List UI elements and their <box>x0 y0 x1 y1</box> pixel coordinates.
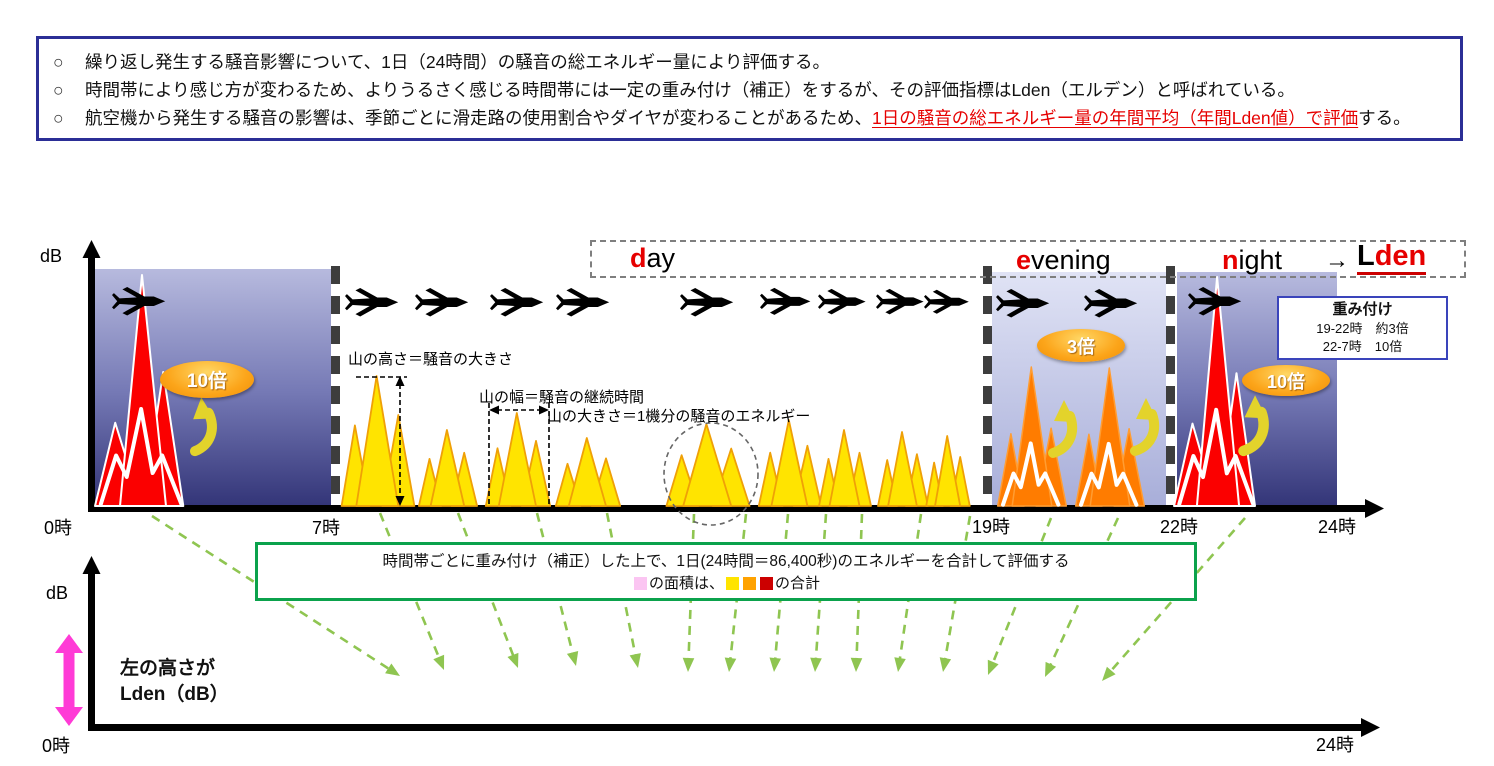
intro-bullet-1-text: 繰り返し発生する騒音影響について、1日（24時間）の騒音の総エネルギー量により評… <box>85 52 830 72</box>
bottom-tick-0h: 0時 <box>42 736 71 756</box>
period-label-strip <box>590 240 1466 278</box>
lden-title: Lden <box>1357 240 1427 275</box>
divider-7h <box>331 266 340 507</box>
airplane-icon <box>1188 286 1242 316</box>
night-rest: ight <box>1238 245 1283 275</box>
weighting-row-night: 22-7時 10倍 <box>1322 338 1403 354</box>
evening-initial: e <box>1016 245 1032 275</box>
summary-line2: の面積は、 の合計 <box>258 573 1194 594</box>
intro-text-box: ○ 繰り返し発生する騒音影響について、1日（24時間）の騒音の総エネルギー量によ… <box>36 36 1463 141</box>
bottom-y-axis-label: dB <box>46 583 69 603</box>
top-tick-24h: 24時 <box>1318 517 1357 537</box>
weight-badge-evening: 3倍 <box>1037 329 1125 362</box>
airplane-icon <box>415 287 469 317</box>
divider-19h <box>983 266 992 507</box>
yellow-legend-square <box>726 577 739 591</box>
airplane-icon <box>680 287 734 317</box>
weighting-curl-arrow-icon <box>189 397 217 457</box>
top-tick-19h: 19時 <box>972 517 1011 537</box>
bottom-tick-24h: 24時 <box>1316 735 1355 755</box>
airplane-icon <box>490 287 544 317</box>
intro-bullet-3-text: 航空機から発生する騒音の影響は、季節ごとに滑走路の使用割合やダイヤが変わることが… <box>85 104 1446 132</box>
lden-area-label-line1: 左の高さが <box>120 658 216 679</box>
lden-den: den <box>1374 240 1427 275</box>
intro-bullet-3-pre: 航空機から発生する騒音の影響は、季節ごとに滑走路の使用割合やダイヤが変わることが… <box>85 108 872 128</box>
top-y-axis-label: dB <box>40 246 63 266</box>
summary-line2-total-text: の合計 <box>775 575 821 593</box>
annotation-peak-size: 山の大きさ＝1機分の騒音のエネルギー <box>547 408 811 425</box>
summary-box: 時間帯ごとに重み付け（補正）した上で、1日(24時間＝86,400秒)のエネルギ… <box>255 542 1197 601</box>
weighting-legend-box: 重み付け 19-22時 約3倍 22-7時 10倍 <box>1277 296 1448 361</box>
weight-badge-night-early: 10倍 <box>160 361 254 398</box>
weight-badge-night-late: 10倍 <box>1242 365 1330 396</box>
airplane-icon <box>760 287 811 315</box>
airplane-icon <box>924 289 969 314</box>
lden-l: L <box>1357 240 1375 275</box>
bullet-circle-icon: ○ <box>53 108 64 128</box>
weighting-curl-arrow-icon <box>1130 398 1160 456</box>
intro-bullet-2-text: 時間帯により感じ方が変わるため、よりうるさく感じる時間帯には一定の重み付け（補正… <box>85 80 1295 100</box>
weighting-curl-arrow-icon <box>1238 395 1269 457</box>
summary-line2-area-text: の面積は、 <box>648 575 724 593</box>
airplane-icon <box>1084 288 1138 318</box>
orange-legend-square <box>743 577 756 591</box>
airplane-icon <box>818 288 866 315</box>
annotation-peak-height: 山の高さ＝騒音の大きさ <box>348 351 514 368</box>
lden-area-label: 左の高さが Lden（dB） <box>120 656 229 707</box>
evening-period-label: evening <box>1016 245 1111 276</box>
intro-bullet-3: ○ 航空機から発生する騒音の影響は、季節ごとに滑走路の使用割合やダイヤが変わるこ… <box>53 104 1446 132</box>
weighting-row-evening: 19-22時 約3倍 <box>1316 321 1409 337</box>
divider-22h <box>1166 266 1175 507</box>
red-legend-square <box>760 577 773 591</box>
top-tick-7h: 7時 <box>312 518 341 538</box>
intro-bullet-3-post: する。 <box>1358 108 1411 128</box>
airplane-icon <box>345 287 399 317</box>
summary-line1: 時間帯ごとに重み付け（補正）した上で、1日(24時間＝86,400秒)のエネルギ… <box>382 553 1070 570</box>
pink-legend-square <box>633 577 647 591</box>
airplane-icon <box>112 286 166 316</box>
bullet-circle-icon: ○ <box>53 80 64 100</box>
top-tick-22h: 22時 <box>1160 517 1199 537</box>
airplane-icon <box>556 287 610 317</box>
intro-bullet-2: ○ 時間帯により感じ方が変わるため、よりうるさく感じる時間帯には一定の重み付け（… <box>53 76 1446 104</box>
airplane-icon <box>996 288 1050 318</box>
top-tick-0h: 0時 <box>44 518 73 538</box>
evening-rest: vening <box>1031 245 1111 275</box>
intro-bullet-3-highlight: 1日の騒音の総エネルギー量の年間平均（年間Lden値）で評価 <box>871 108 1359 128</box>
annotation-peak-width: 山の幅＝騒音の継続時間 <box>479 389 645 406</box>
lden-height-arrow-icon <box>55 634 83 726</box>
weighting-curl-arrow-icon <box>1048 400 1078 458</box>
weighting-title: 重み付け <box>1332 301 1393 318</box>
intro-bullet-1: ○ 繰り返し発生する騒音影響について、1日（24時間）の騒音の総エネルギー量によ… <box>53 48 1446 76</box>
bullet-circle-icon: ○ <box>53 52 64 72</box>
airplane-icon <box>876 288 924 315</box>
day-period-label: day <box>630 243 675 274</box>
day-initial: d <box>630 243 647 273</box>
night-period-label: night <box>1222 245 1282 276</box>
lden-arrow: → <box>1325 247 1349 274</box>
lden-area-label-line2: Lden（dB） <box>120 683 229 705</box>
day-rest: ay <box>646 243 676 273</box>
night-initial: n <box>1222 245 1239 275</box>
